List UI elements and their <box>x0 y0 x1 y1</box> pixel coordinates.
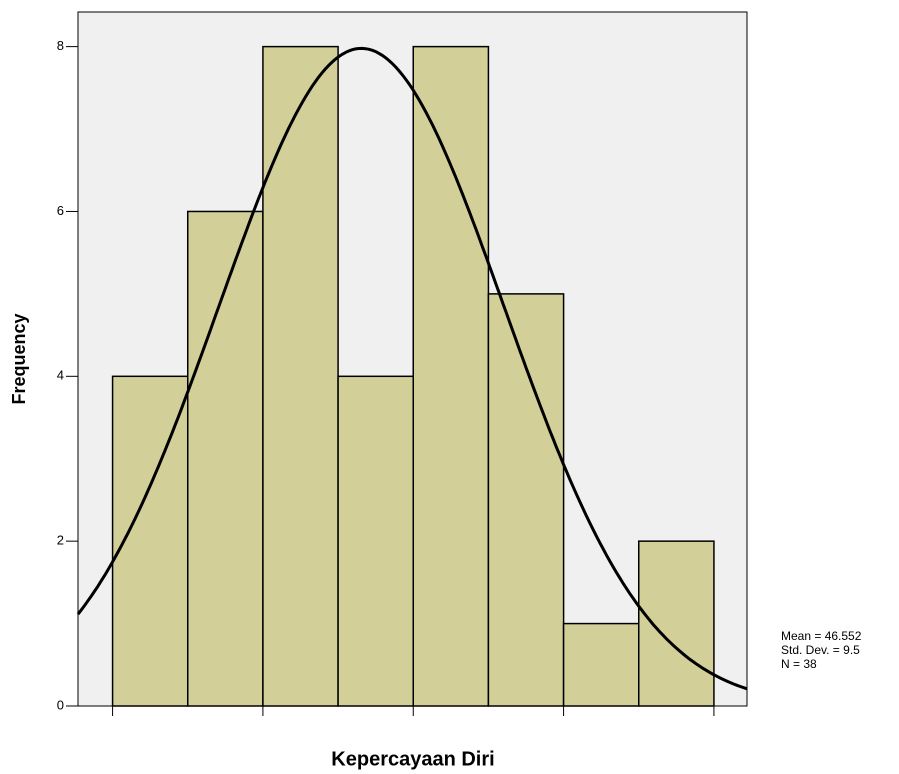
y-tick-label: 2 <box>57 533 64 548</box>
bar <box>488 294 563 706</box>
bar <box>338 376 413 706</box>
bar <box>639 541 714 706</box>
bar <box>263 47 338 706</box>
y-tick-label: 4 <box>57 368 64 383</box>
bar <box>564 624 639 706</box>
y-tick-label: 6 <box>57 203 64 218</box>
x-axis-label: Kepercayaan Diri <box>331 748 494 770</box>
chart: Frequency Kepercayaan Diri 0 2 4 6 8 Mean = 4… <box>0 0 899 774</box>
stat-label: Mean = 46.552 <box>781 629 862 643</box>
stat-label: Std. Dev. = 9.5 <box>781 643 860 657</box>
y-axis-label: Frequency <box>9 313 29 404</box>
y-tick-label: 8 <box>57 38 64 53</box>
y-tick-label: 0 <box>57 697 64 712</box>
bar <box>413 47 488 706</box>
stat-label: N = 38 <box>781 657 817 671</box>
